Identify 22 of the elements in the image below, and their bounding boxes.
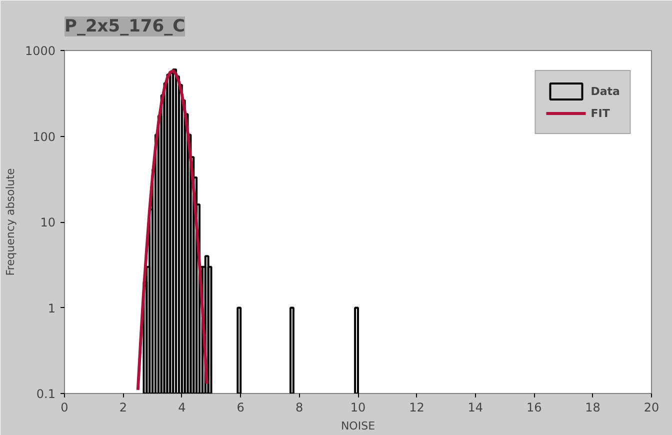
y-tick-label: 100 — [32, 130, 56, 144]
x-axis-title: NOISE — [340, 420, 376, 432]
y-tick-label: 0.1 — [36, 387, 56, 401]
x-tick-label: 18 — [585, 400, 600, 414]
line-series — [136, 69, 208, 392]
y-tick-label: 10 — [40, 216, 56, 230]
x-tick-label: 16 — [526, 400, 542, 414]
x-tick-label: 4 — [178, 400, 186, 414]
x-tick-label: 10 — [350, 400, 366, 414]
x-tick-label: 12 — [409, 400, 424, 414]
x-tick-label: 0 — [60, 400, 68, 414]
x-tick-label: 20 — [644, 400, 660, 414]
y-tick-label: 1 — [48, 301, 56, 316]
x-tick-label: 14 — [468, 400, 484, 414]
y-tick-label: 1000 — [24, 44, 56, 58]
legend-label: FIT — [590, 106, 611, 120]
legend-label: Data — [590, 84, 620, 98]
y-axis-title: Frequency absolute — [4, 168, 17, 276]
x-tick-label: 8 — [295, 400, 304, 414]
chart-title: P_2x5_176_C — [64, 16, 186, 36]
x-tick-label: 6 — [236, 400, 244, 414]
x-tick-label: 2 — [119, 400, 128, 414]
